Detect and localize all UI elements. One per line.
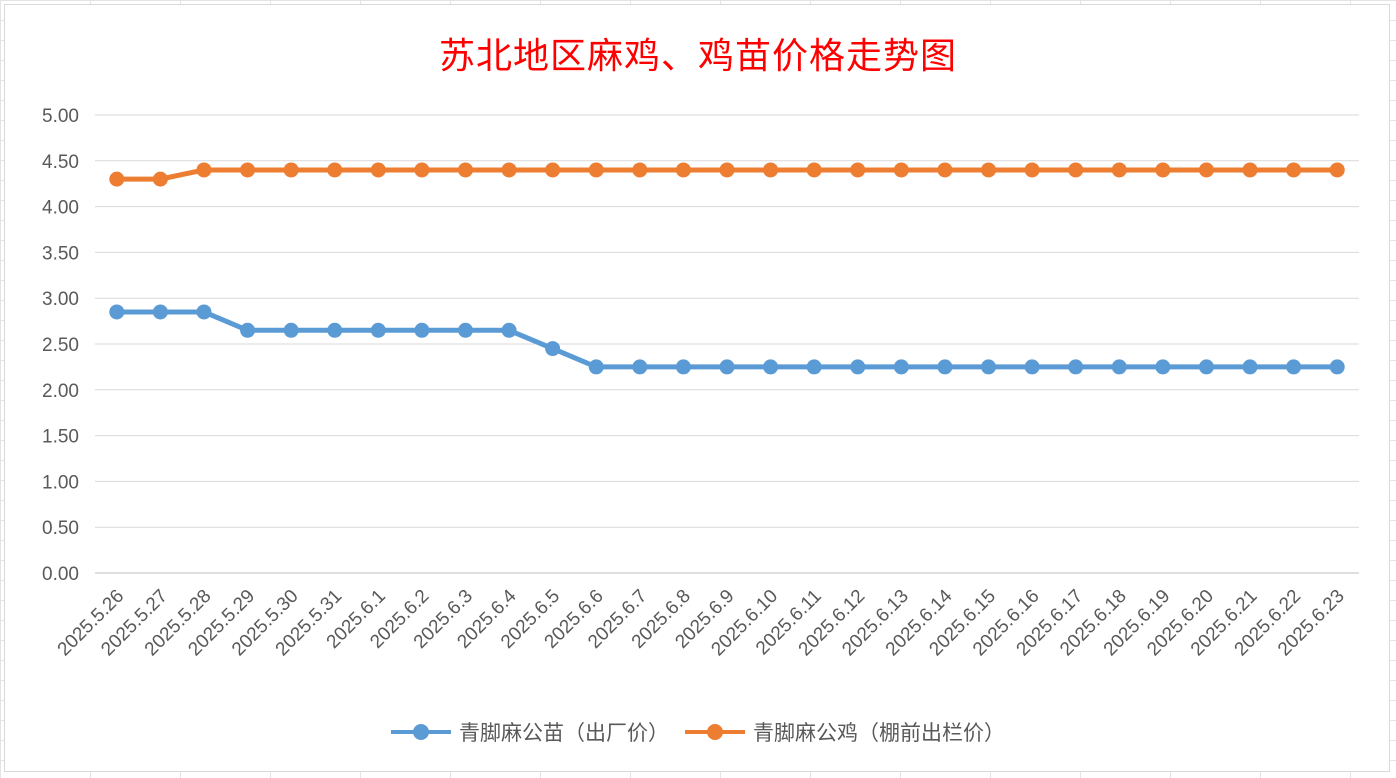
legend-label-series-2: 青脚麻公鸡（棚前出栏价） xyxy=(753,721,1005,745)
series-1-point xyxy=(893,359,909,375)
y-tick-label: 4.00 xyxy=(42,198,79,219)
series-2-point xyxy=(283,162,299,178)
series-2-point xyxy=(240,162,256,178)
series-2-point xyxy=(675,162,691,178)
series-2-point xyxy=(850,162,866,178)
series-2-point xyxy=(457,162,473,178)
y-tick-label: 0.50 xyxy=(42,518,79,539)
y-tick-label: 0.00 xyxy=(42,564,79,585)
series-1-point xyxy=(1198,359,1214,375)
series-1-point xyxy=(588,359,604,375)
series-2-point xyxy=(1286,162,1302,178)
series-1-point xyxy=(370,322,386,338)
chart-title: 苏北地区麻鸡、鸡苗价格走势图 xyxy=(438,36,957,77)
series-2-point xyxy=(632,162,648,178)
y-tick-label: 3.00 xyxy=(42,289,79,310)
series-1-point xyxy=(1024,359,1040,375)
series-2-point xyxy=(1198,162,1214,178)
series-1-point xyxy=(806,359,822,375)
series-2-point xyxy=(414,162,430,178)
series-2-point xyxy=(1068,162,1084,178)
y-tick-label: 1.00 xyxy=(42,472,79,493)
series-1-point xyxy=(1155,359,1171,375)
series-2-point xyxy=(196,162,212,178)
series-1-point xyxy=(240,322,256,338)
legend-marker-series-1 xyxy=(391,722,451,742)
legend: 青脚麻公苗（出厂价） 青脚麻公鸡（棚前出栏价） xyxy=(5,717,1391,747)
series-2-point xyxy=(1329,162,1345,178)
series-1-point xyxy=(632,359,648,375)
series-1-point xyxy=(283,322,299,338)
series-2-point xyxy=(327,162,343,178)
series-2-point xyxy=(719,162,735,178)
series-2-point xyxy=(763,162,779,178)
series-1-point xyxy=(414,322,430,338)
series-1-point xyxy=(850,359,866,375)
series-1-point xyxy=(1286,359,1302,375)
series-2-point xyxy=(1242,162,1258,178)
series-2-point xyxy=(501,162,517,178)
series-1-point xyxy=(937,359,953,375)
legend-label-series-1: 青脚麻公苗（出厂价） xyxy=(459,721,669,745)
series-1-point xyxy=(501,322,517,338)
legend-item-series-2[interactable]: 青脚麻公鸡（棚前出栏价） xyxy=(685,717,1005,747)
series-1-point xyxy=(1329,359,1345,375)
series-1-point xyxy=(457,322,473,338)
y-tick-label: 2.00 xyxy=(42,381,79,402)
y-tick-label: 1.50 xyxy=(42,427,79,448)
series-1-point xyxy=(196,304,212,320)
series-2-point xyxy=(937,162,953,178)
series-1-point xyxy=(152,304,168,320)
series-2-point xyxy=(893,162,909,178)
chart-area[interactable]: 苏北地区麻鸡、鸡苗价格走势图 0.00 0.50 1.00 1.50 2.00 2.50 3… xyxy=(4,4,1390,772)
series-2-point xyxy=(1155,162,1171,178)
series-1-point xyxy=(1242,359,1258,375)
series-1-point xyxy=(981,359,997,375)
series-1-point xyxy=(675,359,691,375)
series-2-point xyxy=(806,162,822,178)
series-line-1 xyxy=(114,309,1340,370)
legend-item-series-1[interactable]: 青脚麻公苗（出厂价） xyxy=(391,717,669,747)
y-tick-label: 5.00 xyxy=(42,106,79,127)
series-2-point xyxy=(370,162,386,178)
y-tick-label: 3.50 xyxy=(42,243,79,264)
plot-area: 0.00 0.50 1.00 1.50 2.00 2.50 3.00 3.50 4.00 4.50… xyxy=(42,106,1359,660)
y-tick-label: 4.50 xyxy=(42,152,79,173)
series-1-point xyxy=(545,341,561,357)
series-2-point xyxy=(588,162,604,178)
legend-marker-series-2 xyxy=(685,722,745,742)
series-2-point xyxy=(152,171,168,187)
series-2-point xyxy=(109,171,125,187)
series-2-point xyxy=(981,162,997,178)
series-1-point xyxy=(1068,359,1084,375)
series-1-point xyxy=(1111,359,1127,375)
series-2-point xyxy=(1111,162,1127,178)
series-1-point xyxy=(763,359,779,375)
series-1-point xyxy=(327,322,343,338)
series-1-point xyxy=(719,359,735,375)
y-tick-label: 2.50 xyxy=(42,335,79,356)
series-2-point xyxy=(1024,162,1040,178)
series-2-point xyxy=(545,162,561,178)
series-1-point xyxy=(109,304,125,320)
